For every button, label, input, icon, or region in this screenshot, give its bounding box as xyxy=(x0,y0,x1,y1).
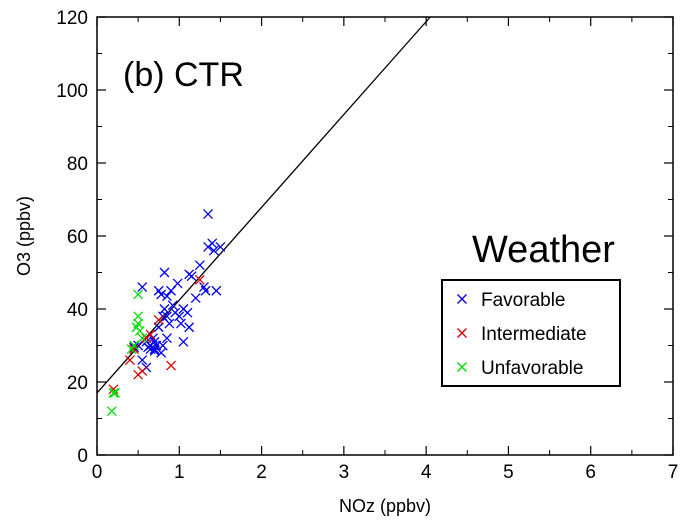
y-tick-label: 60 xyxy=(67,227,88,248)
legend-marker-intermediate xyxy=(457,328,467,338)
data-point xyxy=(159,267,170,278)
data-point xyxy=(133,311,144,322)
regression-line-group xyxy=(96,16,431,394)
data-point xyxy=(161,291,172,302)
x-tick-label: 4 xyxy=(421,462,432,483)
axis-tick-labels: 0 1 2 3 4 5 6 7 0 20 40 60 80 100 120 xyxy=(56,8,678,483)
data-point xyxy=(190,293,201,304)
data-point xyxy=(153,322,164,333)
data-point xyxy=(184,322,195,333)
legend-marker-unfavorable xyxy=(457,362,467,372)
y-tick-label: 40 xyxy=(67,300,88,321)
panel-label: (b) CTR xyxy=(123,56,244,94)
data-point xyxy=(145,344,156,355)
data-point xyxy=(182,307,193,318)
data-point xyxy=(203,209,214,220)
data-point xyxy=(161,333,172,344)
legend-label-unfavorable: Unfavorable xyxy=(481,358,583,379)
legend-title: Weather xyxy=(472,229,615,271)
data-points xyxy=(106,209,226,417)
data-point xyxy=(149,344,160,355)
regression-line xyxy=(96,16,431,394)
y-tick-label: 20 xyxy=(67,373,88,394)
legend-marker-favorable xyxy=(457,294,467,304)
data-point xyxy=(133,289,144,300)
data-point xyxy=(156,289,167,300)
legend-label-intermediate: Intermediate xyxy=(481,324,587,345)
legend-box xyxy=(441,279,621,387)
data-point xyxy=(166,360,177,371)
data-point xyxy=(194,274,205,285)
data-point xyxy=(145,329,156,340)
x-axis-label: NOz (ppbv) xyxy=(339,496,431,516)
x-tick-label: 6 xyxy=(585,462,596,483)
data-point xyxy=(211,285,222,296)
data-point xyxy=(164,318,175,329)
data-point xyxy=(137,366,148,377)
data-point xyxy=(208,245,219,256)
data-point xyxy=(137,282,148,293)
data-point xyxy=(108,387,119,398)
data-point xyxy=(161,311,172,322)
y-tick-label: 80 xyxy=(67,154,88,175)
axis-ticks xyxy=(96,16,674,456)
x-tick-label: 2 xyxy=(256,462,267,483)
series-favorable xyxy=(129,209,226,373)
y-axis-label: O3 (ppbv) xyxy=(14,196,34,276)
data-point xyxy=(157,340,168,351)
data-point xyxy=(106,406,117,417)
x-tick-label: 0 xyxy=(92,462,103,483)
y-tick-label: 0 xyxy=(77,446,88,467)
y-tick-label: 120 xyxy=(56,8,88,29)
legend: Favorable Intermediate Unfavorable xyxy=(441,279,621,387)
series-unfavorable xyxy=(106,289,148,417)
data-point xyxy=(129,344,139,355)
data-point xyxy=(159,304,170,314)
legend-items: Favorable Intermediate Unfavorable xyxy=(457,290,587,379)
data-point xyxy=(153,314,164,325)
y-tick-label: 100 xyxy=(56,81,88,102)
data-point xyxy=(178,336,189,347)
data-point xyxy=(129,340,139,351)
data-point xyxy=(137,355,148,366)
data-point xyxy=(175,318,186,329)
x-tick-label: 1 xyxy=(174,462,185,483)
data-point xyxy=(186,271,197,282)
data-point xyxy=(110,387,121,398)
data-point xyxy=(172,278,183,289)
data-point xyxy=(194,260,205,271)
data-point xyxy=(149,336,160,347)
data-point xyxy=(167,300,178,311)
data-point xyxy=(200,285,211,296)
x-tick-label: 3 xyxy=(339,462,350,483)
data-point xyxy=(124,355,135,366)
x-tick-label: 5 xyxy=(503,462,514,483)
data-point xyxy=(215,241,226,252)
x-tick-label: 7 xyxy=(668,462,679,483)
data-point xyxy=(134,325,145,336)
data-point xyxy=(137,333,148,344)
legend-label-favorable: Favorable xyxy=(481,290,566,311)
